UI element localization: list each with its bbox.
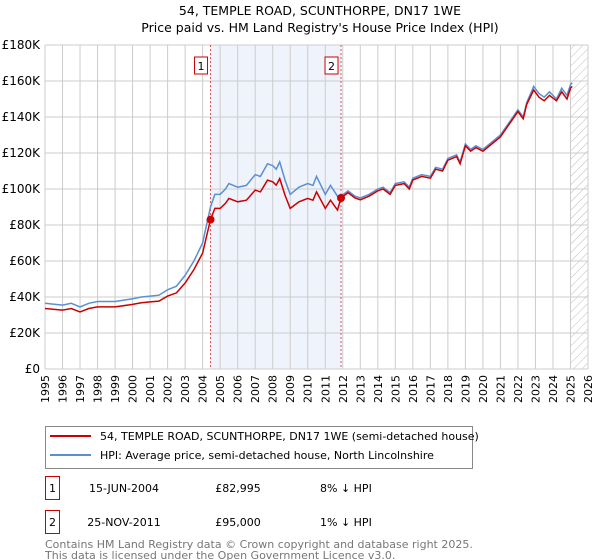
x-tick-label: 2002 (162, 375, 175, 403)
sale-row-2: 2 25-NOV-2011 £95,000 1% ↓ HPI (45, 510, 372, 534)
x-tick-label: 2026 (582, 375, 595, 403)
y-tick-label: £140K (2, 110, 42, 124)
x-tick-label: 1995 (39, 375, 52, 403)
x-tick-label: 2009 (284, 375, 297, 403)
y-tick-label: £120K (2, 146, 42, 160)
y-tick-label: £100K (2, 182, 42, 196)
legend-label-property: 54, TEMPLE ROAD, SCUNTHORPE, DN17 1WE (s… (100, 430, 479, 443)
sales-table: 1 15-JUN-2004 £82,995 8% ↓ HPI 2 25-NOV-… (45, 476, 372, 534)
footer-line-2: This data is licensed under the Open Gov… (44, 549, 395, 560)
x-tick-label: 1997 (74, 375, 87, 403)
y-tick-label: £160K (2, 74, 42, 88)
sale-label-box (324, 56, 339, 75)
chart-title: 54, TEMPLE ROAD, SCUNTHORPE, DN17 1WE (179, 3, 461, 18)
x-tick-label: 2020 (477, 375, 490, 403)
x-tick-label: 2013 (354, 375, 367, 403)
y-tick-label: £40K (9, 290, 41, 304)
x-tick-label: 2012 (337, 375, 350, 403)
footer-line-1: Contains HM Land Registry data © Crown c… (45, 538, 473, 551)
sale-date: 25-NOV-2011 (87, 516, 161, 529)
legend: 54, TEMPLE ROAD, SCUNTHORPE, DN17 1WE (s… (45, 426, 479, 469)
y-tick-label: £60K (9, 254, 41, 268)
y-tick-label: £180K (2, 38, 42, 52)
x-tick-label: 2014 (372, 375, 385, 403)
sale-price: £95,000 (215, 516, 261, 529)
x-tick-label: 2021 (494, 375, 507, 403)
y-tick-label: £20K (9, 326, 41, 340)
x-tick-label: 2024 (547, 375, 560, 403)
x-tick-label: 2023 (529, 375, 542, 403)
sale-label: 1 (198, 60, 205, 73)
sale-hpi-diff: 1% ↓ HPI (320, 516, 372, 529)
x-tick-label: 2003 (179, 375, 192, 403)
shaded-period (210, 45, 342, 369)
sale-point (337, 194, 346, 202)
sale-number: 1 (49, 482, 56, 495)
sale-number: 2 (49, 516, 56, 529)
sale-row-1: 1 15-JUN-2004 £82,995 8% ↓ HPI (45, 476, 372, 500)
x-tick-label: 1996 (57, 375, 70, 403)
sale-point (206, 215, 215, 224)
y-tick-label: £0 (25, 362, 40, 376)
sale-label: 2 (328, 60, 335, 73)
sale-hpi-diff: 8% ↓ HPI (320, 482, 372, 495)
x-tick-label: 2016 (407, 375, 420, 403)
x-tick-label: 2018 (442, 375, 455, 403)
x-tick-label: 2025 (564, 375, 577, 403)
x-tick-label: 1998 (92, 375, 105, 403)
sale-date: 15-JUN-2004 (89, 482, 159, 495)
chart-subtitle: Price paid vs. HM Land Registry's House … (141, 20, 498, 35)
x-tick-label: 2001 (144, 375, 157, 403)
x-tick-label: 1999 (109, 375, 122, 403)
x-tick-label: 2008 (267, 375, 280, 403)
y-tick-label: £80K (9, 218, 41, 232)
x-tick-label: 2000 (127, 375, 140, 403)
x-tick-label: 2015 (389, 375, 402, 403)
x-tick-label: 2004 (197, 375, 210, 403)
x-tick-label: 2010 (302, 375, 315, 403)
sale-label-box (194, 56, 209, 75)
x-tick-label: 2011 (319, 375, 332, 403)
x-tick-label: 2022 (512, 375, 525, 403)
forecast-hatch (570, 45, 588, 369)
sale-price: £82,995 (215, 482, 261, 495)
x-tick-label: 2017 (424, 375, 437, 403)
x-tick-label: 2007 (249, 375, 262, 403)
property-line (44, 85, 573, 313)
x-tick-label: 2019 (459, 375, 472, 403)
x-tick-label: 2005 (214, 375, 227, 403)
x-tick-label: 2006 (232, 375, 245, 403)
legend-label-hpi: HPI: Average price, semi-detached house,… (100, 449, 434, 462)
